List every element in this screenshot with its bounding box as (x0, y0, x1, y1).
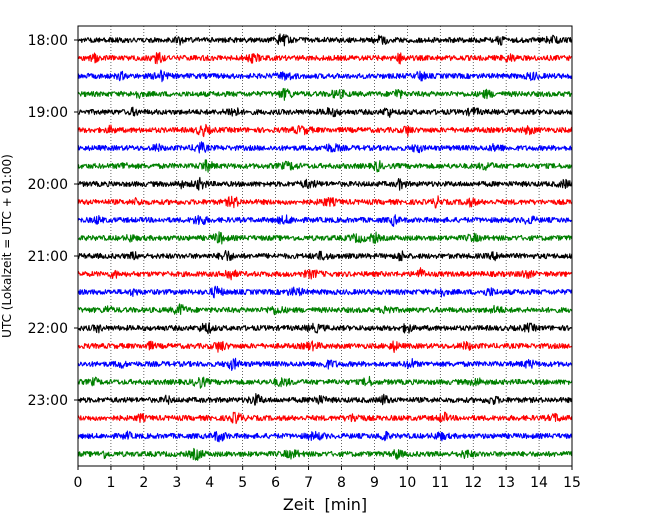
x-tick-label: 11 (431, 475, 449, 491)
trace-line (77, 303, 573, 316)
x-tick-label: 7 (304, 475, 313, 491)
x-tick-label: 1 (106, 475, 115, 491)
trace-line (77, 357, 573, 372)
x-tick-label: 4 (205, 475, 214, 491)
trace-line (77, 285, 573, 299)
y-tick-label: 18:00 (28, 33, 68, 49)
trace-line (77, 123, 573, 138)
trace-line (77, 69, 573, 83)
trace-line (77, 411, 573, 425)
x-tick-label: 8 (337, 475, 346, 491)
trace-line (77, 33, 573, 47)
trace-line (77, 267, 573, 281)
x-tick-label: 6 (271, 475, 280, 491)
x-tick-label: 12 (464, 475, 482, 491)
x-axis-ticks: 0 1 2 3 4 5 6 7 8 9 10 11 12 13 14 15 (74, 466, 581, 491)
x-tick-label: 3 (172, 475, 181, 491)
trace-line (77, 51, 573, 65)
x-axis-label: Zeit [min] (283, 495, 367, 514)
trace-line (77, 430, 573, 443)
trace-line (77, 141, 573, 154)
x-tick-label: 9 (370, 475, 379, 491)
y-tick-label: 20:00 (28, 177, 68, 193)
x-tick-label: 10 (398, 475, 416, 491)
x-tick-label: 13 (497, 475, 515, 491)
trace-line (77, 176, 573, 191)
y-tick-label: 19:00 (28, 105, 68, 121)
y-tick-label: 21:00 (28, 249, 68, 265)
traces (77, 33, 573, 461)
trace-line (77, 214, 573, 227)
trace-line (77, 375, 573, 389)
trace-line (77, 340, 573, 354)
trace-line (77, 322, 573, 335)
trace-line (77, 392, 573, 406)
trace-line (77, 231, 573, 245)
trace-line (77, 195, 573, 209)
trace-line (77, 249, 573, 262)
y-axis-label: UTC (Lokalzeit = UTC + 01:00) (0, 154, 14, 338)
x-tick-label: 5 (238, 475, 247, 491)
x-tick-label: 14 (530, 475, 548, 491)
trace-line (78, 106, 573, 118)
y-axis-ticks: 18:00 19:00 20:00 21:00 22:00 23:00 (28, 33, 78, 409)
y-tick-label: 22:00 (28, 321, 68, 337)
x-tick-label: 0 (74, 475, 83, 491)
x-tick-label: 2 (139, 475, 148, 491)
x-tick-label: 15 (563, 475, 581, 491)
trace-line (77, 447, 573, 461)
y-tick-label: 23:00 (28, 393, 68, 409)
trace-line (77, 87, 573, 101)
grid-lines (110, 26, 540, 466)
trace-line (77, 159, 573, 173)
plot-frame (77, 25, 573, 467)
